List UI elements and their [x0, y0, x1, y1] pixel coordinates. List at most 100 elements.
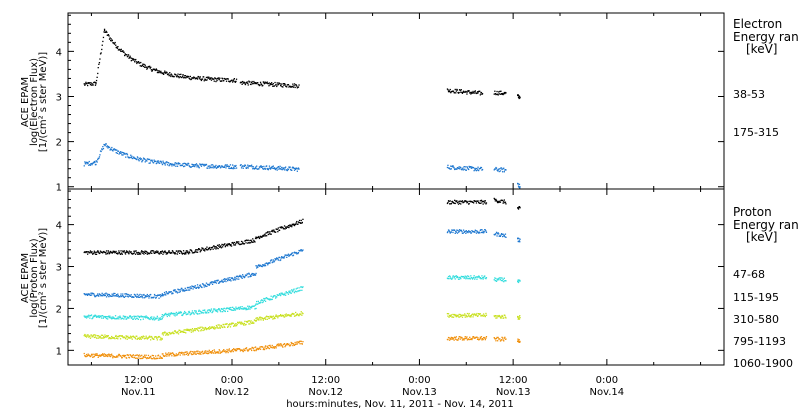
legend-proton-47-68: 47-68 [733, 268, 765, 281]
data-point [91, 82, 93, 85]
data-point [258, 348, 261, 350]
data-point [181, 289, 184, 291]
data-point [140, 61, 142, 64]
data-point [271, 316, 273, 318]
data-point [300, 340, 302, 343]
data-point [498, 170, 500, 173]
data-point [186, 329, 189, 331]
data-point [493, 337, 495, 339]
data-point [293, 251, 296, 253]
data-point [109, 315, 111, 317]
data-point [209, 78, 211, 80]
data-point [449, 88, 451, 91]
data-point [449, 276, 451, 278]
data-point [450, 338, 452, 340]
data-point [136, 357, 138, 359]
data-point [199, 78, 201, 80]
data-point [222, 308, 224, 310]
data-point [137, 253, 139, 255]
data-point [471, 338, 473, 341]
data-point [235, 164, 237, 167]
data-point [205, 76, 208, 79]
data-point [462, 90, 465, 92]
data-point [243, 322, 245, 325]
data-point [214, 246, 216, 248]
data-point [457, 316, 460, 318]
data-point [203, 286, 205, 288]
data-point [202, 329, 204, 332]
data-point [98, 337, 100, 339]
data-point [107, 318, 109, 320]
data-point [95, 82, 97, 84]
data-point [485, 337, 487, 339]
data-point [190, 287, 192, 289]
data-point [106, 31, 108, 33]
data-point [124, 152, 126, 154]
data-point [97, 67, 99, 69]
data-point [503, 171, 505, 173]
data-point [449, 315, 451, 317]
data-point [121, 50, 123, 53]
data-point [519, 280, 521, 282]
data-point [270, 315, 272, 317]
data-point [255, 320, 257, 322]
data-point [213, 327, 215, 330]
data-point [199, 327, 201, 329]
data-point [470, 93, 472, 95]
data-point [206, 310, 209, 312]
data-point [102, 354, 104, 356]
data-point [214, 350, 216, 353]
data-point [266, 231, 268, 234]
data-point [185, 250, 187, 252]
data-point [108, 251, 110, 253]
data-point [225, 352, 227, 354]
data-point [497, 233, 499, 235]
data-point [170, 291, 172, 293]
data-point [184, 290, 186, 292]
data-point [110, 337, 112, 340]
data-point [142, 337, 144, 339]
data-point [90, 353, 93, 355]
data-point [274, 295, 276, 297]
data-point [244, 307, 247, 310]
data-point [177, 163, 179, 165]
data-point [156, 337, 158, 339]
data-point [256, 300, 258, 303]
data-point [213, 80, 215, 82]
data-point [89, 335, 91, 338]
data-point [150, 293, 152, 296]
data-point [103, 337, 105, 339]
data-point [111, 146, 113, 149]
data-point [462, 169, 465, 171]
data-point [133, 250, 135, 252]
data-point [131, 356, 133, 358]
data-point [178, 311, 180, 313]
data-point [108, 253, 110, 255]
data-point [292, 344, 294, 347]
data-point [196, 350, 198, 352]
data-point [135, 295, 137, 297]
data-point [173, 164, 175, 166]
data-point [92, 317, 94, 319]
data-point [125, 251, 127, 253]
data-point [84, 163, 86, 165]
data-point [485, 230, 487, 232]
data-point [173, 164, 175, 167]
data-point [292, 224, 294, 226]
data-point [243, 276, 245, 278]
data-point [98, 295, 100, 297]
data-point [256, 317, 258, 319]
data-point [134, 318, 137, 320]
data-point [112, 150, 114, 152]
data-point [275, 231, 277, 233]
data-point [293, 167, 295, 170]
data-point [97, 72, 99, 75]
data-point [280, 84, 282, 86]
data-point [234, 167, 236, 170]
data-point [155, 336, 157, 338]
data-point [475, 167, 477, 170]
data-point [128, 357, 131, 359]
data-point [272, 347, 274, 349]
data-point [200, 165, 203, 167]
data-point [291, 167, 293, 169]
